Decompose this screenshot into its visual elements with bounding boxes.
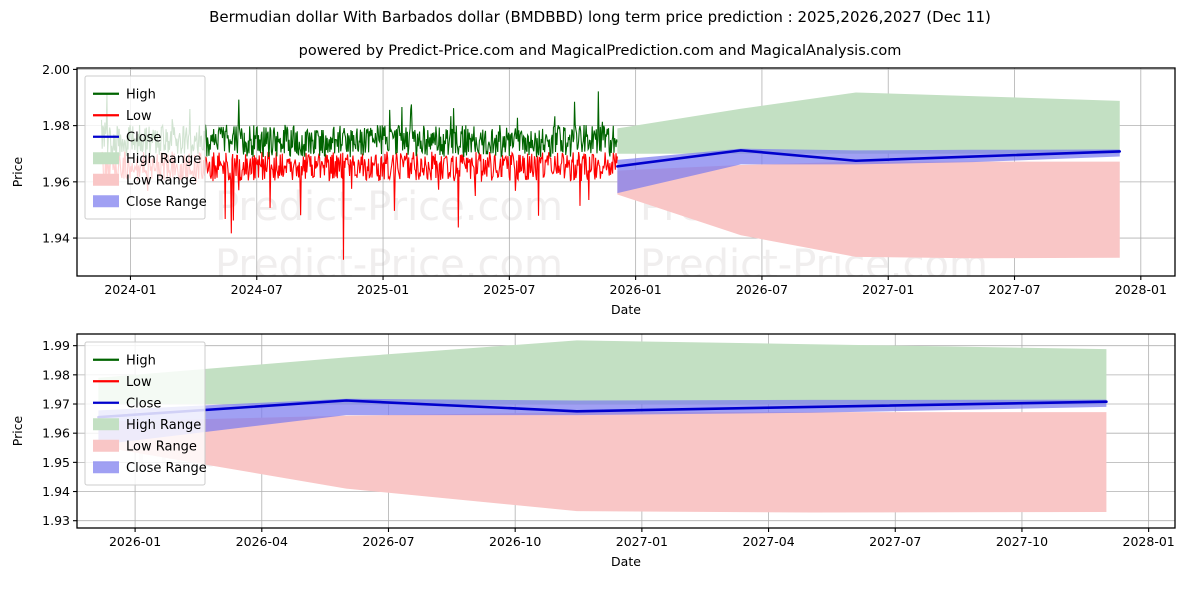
y-tick-label: 1.98 (42, 118, 70, 133)
x-tick-label: 2027-07 (869, 534, 921, 549)
y-tick-label: 1.94 (42, 231, 70, 246)
x-tick-label: 2026-01 (610, 282, 662, 297)
legend-item: Low Range (93, 439, 197, 454)
watermark-text: Predict-Price.com (215, 184, 563, 230)
x-tick-label: 2026-10 (489, 534, 541, 549)
legend-patch-swatch (93, 173, 119, 186)
legend-item-label: Close (126, 130, 161, 145)
x-tick-label: 2027-07 (988, 282, 1040, 297)
y-tick-label: 1.95 (42, 455, 70, 470)
high-range-band (617, 92, 1120, 154)
legend-item-label: High Range (126, 418, 201, 433)
legend-item: High Range (93, 152, 201, 167)
legend-item: Close (93, 396, 161, 411)
y-tick-label: 1.96 (42, 174, 70, 189)
plot-border (76, 67, 1176, 277)
y-tick-label: 1.96 (42, 426, 70, 441)
low-range-band (98, 412, 1107, 513)
legend-item-label: Low (126, 375, 152, 390)
legend-item-label: Close Range (126, 461, 207, 476)
bottom-chart-panel: Predict-Price.comPredict-Price.com1.931.… (0, 326, 1200, 600)
legend-item: High (93, 353, 156, 368)
legend-item-label: High (126, 87, 156, 102)
data-series-group (97, 340, 1108, 513)
close-forecast-line (97, 399, 1108, 419)
x-tick-label: 2026-07 (362, 534, 414, 549)
x-tick-label: 2026-01 (109, 534, 161, 549)
y-tick-label: 1.97 (42, 397, 70, 412)
x-axis-label: Date (611, 554, 641, 569)
legend-item: Low Range (93, 173, 197, 188)
close-range-band (617, 148, 1120, 194)
y-axis-label: Price (10, 156, 25, 187)
x-axis-label: Date (611, 302, 641, 317)
x-tick-label: 2027-10 (996, 534, 1048, 549)
y-tick-label: 1.93 (42, 513, 70, 528)
legend-patch-swatch (93, 461, 119, 474)
legend-item: Close (93, 130, 161, 145)
x-tick-label: 2027-01 (616, 534, 668, 549)
plot-border (76, 333, 1176, 529)
low-range-band (617, 161, 1120, 259)
legend: High Low Close High Range Low Range Close Ran… (84, 75, 207, 220)
x-tick-label: 2024-01 (104, 282, 156, 297)
x-tick-label: 2028-01 (1115, 282, 1167, 297)
watermark-text: Predict-Price.com (215, 242, 563, 288)
page-title: Bermudian dollar With Barbados dollar (B… (209, 8, 991, 26)
x-tick-label: 2026-07 (736, 282, 788, 297)
axis-ticks: 1.93 1.94 1.95 1.96 1.97 1.98 1.99 2026-01 2026-… (42, 338, 1175, 549)
legend-item: Close Range (93, 461, 207, 476)
legend-item-label: High Range (126, 152, 201, 167)
y-tick-label: 1.94 (42, 484, 70, 499)
legend-item-label: Close (126, 396, 161, 411)
y-tick-label: 1.99 (42, 338, 70, 353)
x-tick-label: 2028-01 (1123, 534, 1175, 549)
legend-item: Low (93, 109, 152, 124)
top-chart-panel: Predict-Price.com Predict-Price.com Predic… (0, 60, 1200, 320)
legend-patch-swatch (93, 152, 119, 165)
bottom-chart-svg: Predict-Price.comPredict-Price.com1.931.… (10, 333, 1176, 569)
close-range-band (98, 398, 1107, 445)
x-tick-label: 2025-01 (357, 282, 409, 297)
y-tick-label: 2.00 (42, 62, 70, 77)
legend-item: High (93, 87, 156, 102)
legend-item-label: Low Range (126, 173, 197, 188)
page-subtitle: powered by Predict-Price.com and Magical… (298, 43, 902, 59)
legend-patch-swatch (93, 195, 119, 208)
axis-ticks: 1.94 1.96 1.98 2.00 2024-01 2024-07 2025-01 202… (42, 62, 1167, 297)
legend-patch-swatch (93, 439, 119, 452)
legend-patch-swatch (93, 418, 119, 431)
legend: High Low Close High Range Low Range Close Ran… (84, 341, 207, 486)
legend-item-label: Low Range (126, 439, 197, 454)
x-tick-label: 2027-01 (862, 282, 914, 297)
y-tick-label: 1.98 (42, 367, 70, 382)
x-tick-label: 2024-07 (231, 282, 283, 297)
x-tick-label: 2026-04 (236, 534, 288, 549)
legend-item: High Range (93, 418, 201, 433)
x-tick-label: 2027-04 (742, 534, 794, 549)
legend-item-label: Close Range (126, 195, 207, 210)
legend-item: Low (93, 375, 152, 390)
x-tick-label: 2025-07 (483, 282, 535, 297)
legend-item-label: Low (126, 109, 152, 124)
high-range-band (98, 340, 1107, 405)
data-series-group (100, 91, 1122, 260)
legend-item: Close Range (93, 195, 207, 210)
legend-item-label: High (126, 353, 156, 368)
y-axis-label: Price (10, 415, 25, 446)
close-forecast-line (616, 149, 1122, 168)
